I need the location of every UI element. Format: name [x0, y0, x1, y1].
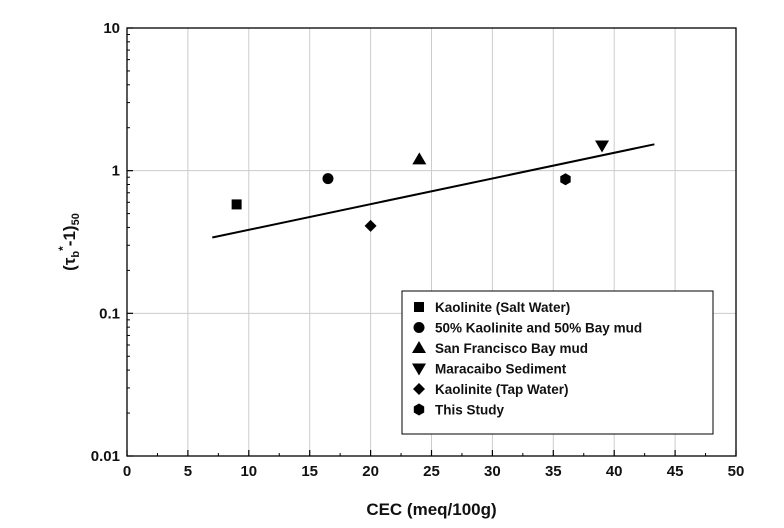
legend-marker-triangle-up	[412, 341, 426, 353]
legend-marker-triangle-down	[412, 363, 426, 376]
x-tick-label: 15	[301, 463, 318, 480]
x-axis-label: CEC (meq/100g)	[366, 500, 496, 519]
data-point-square	[231, 199, 242, 210]
y-tick-label: 0.01	[91, 448, 120, 465]
x-tick-label: 45	[667, 463, 684, 480]
y-label-mid: -1)	[60, 225, 79, 246]
legend-marker-hexagon	[413, 403, 425, 416]
y-label-sub-end: 50	[70, 213, 82, 225]
legend-label: This Study	[435, 403, 504, 418]
data-point-diamond	[364, 219, 377, 232]
legend-marker-diamond	[413, 383, 425, 395]
x-tick-label: 50	[728, 463, 745, 480]
y-label-base: (τ	[60, 257, 79, 271]
legend-label: 50% Kaolinite and 50% Bay mud	[435, 321, 642, 336]
y-tick-label: 0.1	[99, 305, 120, 322]
data-markers	[231, 140, 610, 232]
data-point-triangle-down	[595, 140, 610, 153]
y-label-sub-b: b	[70, 251, 82, 258]
data-point-hexagon	[560, 173, 571, 186]
x-tick-label: 0	[123, 463, 131, 480]
data-point-circle	[322, 173, 334, 185]
x-tick-label: 20	[362, 463, 379, 480]
legend-label: Kaolinite (Salt Water)	[435, 300, 570, 315]
legend-marker-circle	[413, 322, 425, 333]
legend: Kaolinite (Salt Water) 50% Kaolinite and …	[401, 290, 714, 435]
legend-label: San Francisco Bay mud	[435, 341, 588, 356]
legend-label: Maracaibo Sediment	[435, 362, 567, 377]
y-label-sup: *	[56, 246, 70, 251]
y-axis-tick-labels: 0.01 0.1 1 10	[91, 20, 120, 465]
x-tick-label: 10	[240, 463, 257, 480]
axis-ticks	[126, 27, 737, 457]
legend-label: Kaolinite (Tap Water)	[435, 382, 569, 397]
x-tick-label: 35	[545, 463, 562, 480]
x-tick-label: 40	[606, 463, 623, 480]
y-axis-label: (τb*-1)50	[56, 213, 82, 271]
trendline	[212, 143, 655, 239]
x-tick-label: 25	[423, 463, 440, 480]
x-axis-tick-labels: 0 5 10 15 20 25 30 35 40 45 50	[123, 463, 745, 480]
legend-marker-square	[414, 302, 424, 312]
x-tick-label: 5	[184, 463, 192, 480]
y-tick-label: 10	[103, 20, 120, 37]
y-tick-label: 1	[112, 163, 120, 180]
x-tick-label: 30	[484, 463, 501, 480]
data-point-triangle-up	[412, 152, 427, 165]
legend-box	[401, 290, 714, 435]
